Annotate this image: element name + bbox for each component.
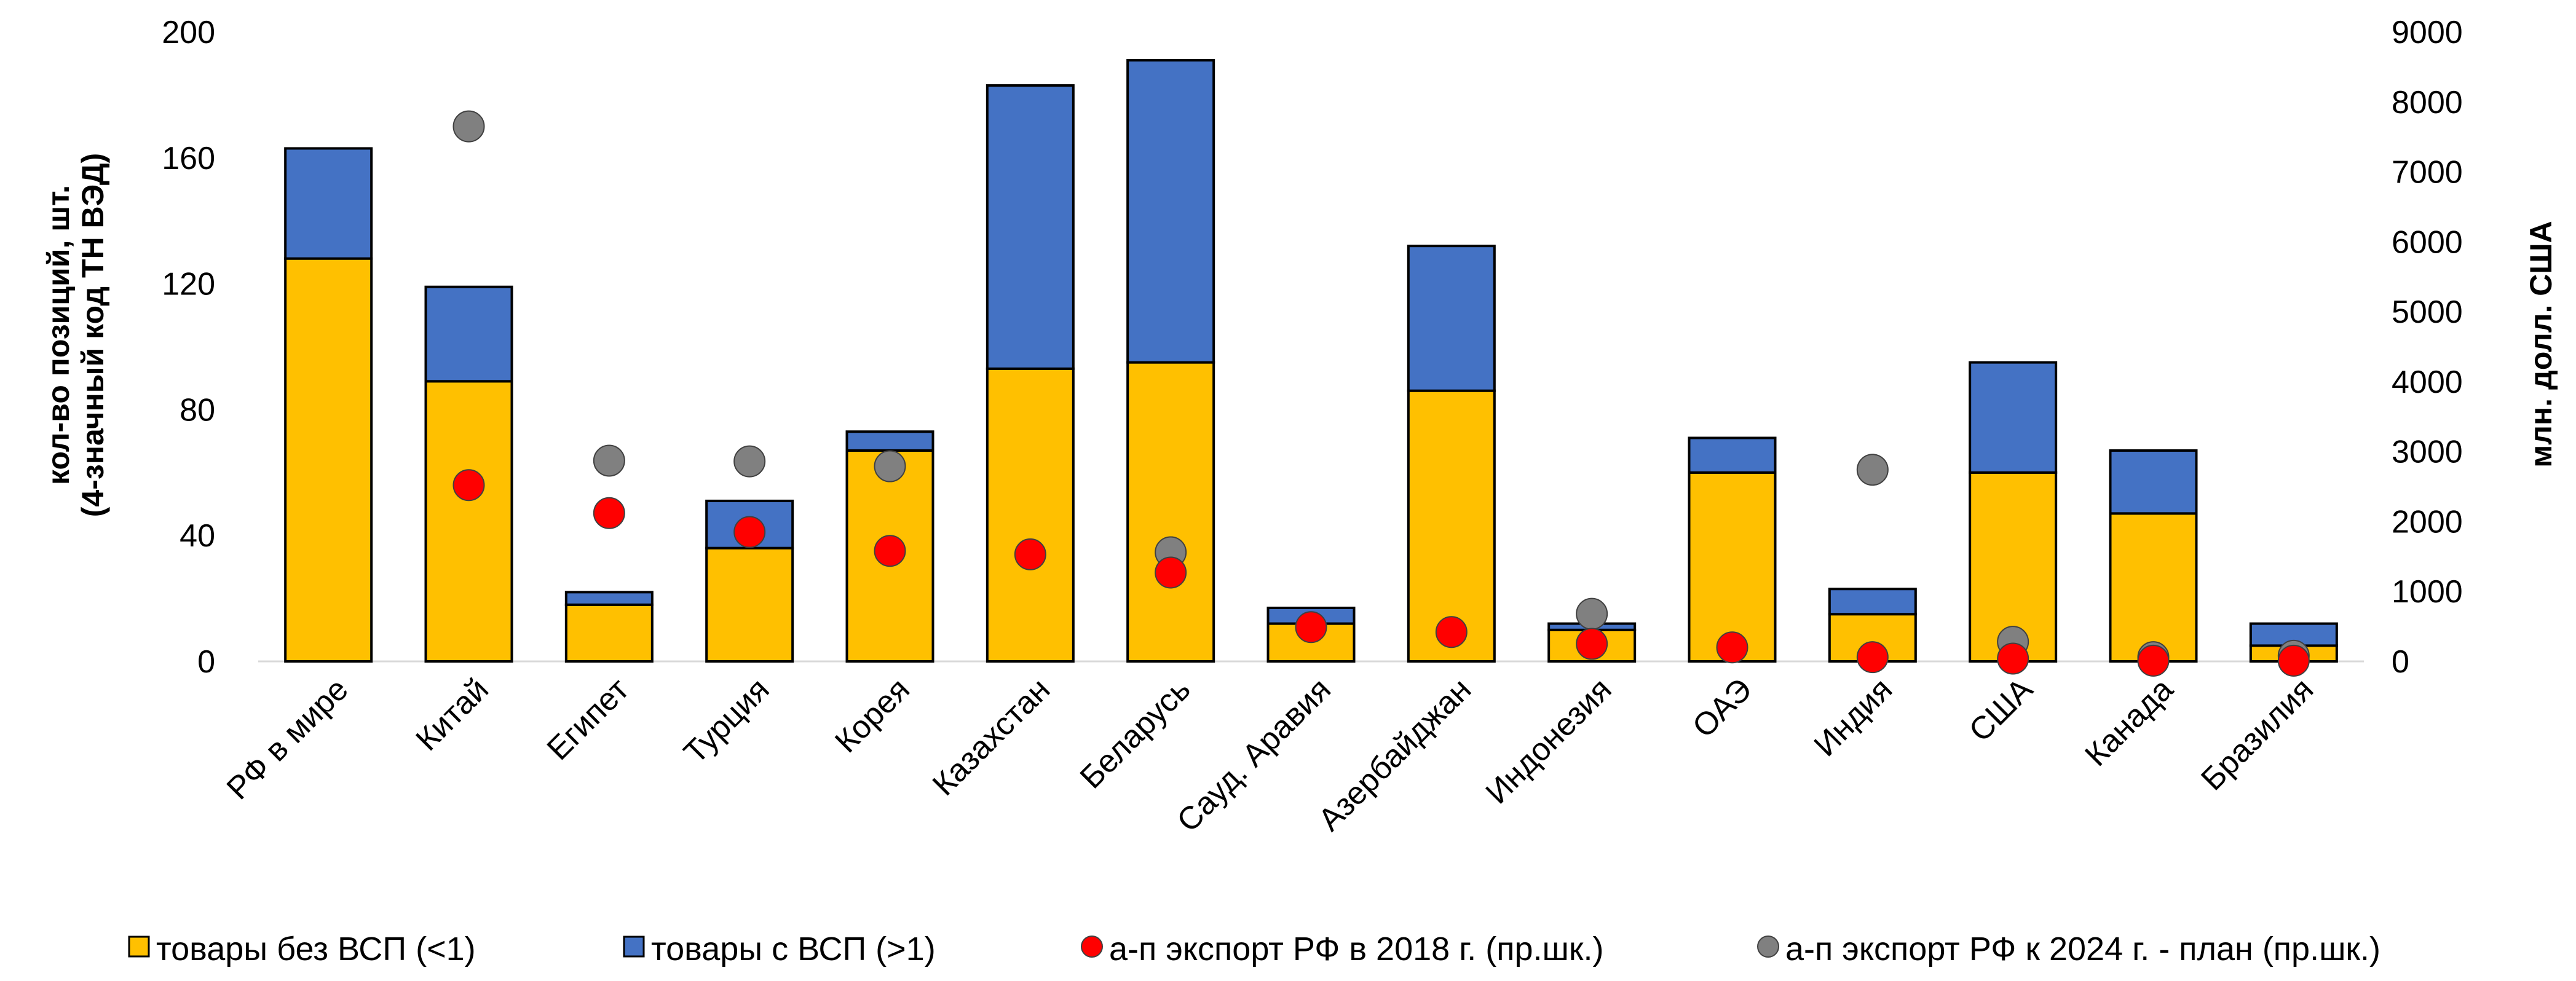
- y-right-tick-label: 1000: [2392, 574, 2463, 610]
- point-export-2018: [1997, 642, 2029, 675]
- bar-with-vsp: [1969, 361, 2058, 474]
- bars: [284, 59, 2338, 663]
- bar-with-vsp: [1828, 588, 1917, 616]
- points: [452, 110, 2310, 677]
- bar-no-vsp: [564, 603, 654, 663]
- y-right-tick-label: 4000: [2392, 364, 2463, 400]
- point-export-2018: [1295, 611, 1327, 644]
- y-right-tick-label: 0: [2392, 644, 2409, 680]
- y-axis-right-label: млн. долл. США: [2524, 221, 2558, 468]
- point-export-2018: [733, 516, 766, 548]
- category-label: Беларусь: [1073, 671, 1198, 795]
- legend-item-export-2024-plan: а-п экспорт РФ к 2024 г. - план (пр.шк.): [1757, 931, 2380, 967]
- point-export-2018: [2277, 644, 2310, 677]
- bar-no-vsp: [1688, 471, 1777, 663]
- legend-label: товары без ВСП (<1): [156, 931, 476, 967]
- y-left-tick-label: 40: [180, 518, 215, 554]
- y-axis-left-label-line1: кол-во позиций, шт.: [41, 185, 76, 485]
- point-export-2024-plan: [593, 444, 625, 477]
- y-left-tick-label: 160: [162, 141, 215, 176]
- category-label: Индонезия: [1479, 671, 1619, 811]
- bar-no-vsp: [705, 546, 794, 663]
- point-export-2018: [593, 497, 625, 529]
- legend-item-with-vsp: товары с ВСП (>1): [623, 931, 936, 967]
- legend: товары без ВСП (<1) товары с ВСП (>1) а-п …: [128, 931, 2380, 967]
- category-label: Китай: [409, 671, 496, 757]
- point-export-2018: [452, 469, 485, 502]
- bar-no-vsp: [424, 380, 513, 663]
- bar-with-vsp: [1688, 436, 1777, 474]
- y-right-tick-label: 8000: [2392, 85, 2463, 120]
- point-export-2024-plan: [452, 110, 485, 143]
- category-label: Индия: [1808, 671, 1900, 763]
- bar-with-vsp: [986, 84, 1075, 370]
- point-export-2018: [1856, 641, 1889, 674]
- bar-with-vsp: [1126, 59, 1215, 364]
- bar-no-vsp: [1126, 361, 1215, 663]
- legend-swatch: [623, 936, 645, 958]
- category-label: РФ в мире: [220, 671, 355, 806]
- bar-with-vsp: [424, 285, 513, 383]
- legend-label: а-п экспорт РФ в 2018 г. (пр.шк.): [1109, 931, 1604, 967]
- category-label: Канада: [2078, 671, 2180, 773]
- point-export-2018: [1155, 556, 1187, 589]
- y-right-tick-label: 2000: [2392, 504, 2463, 540]
- legend-marker: [1081, 936, 1103, 958]
- point-export-2024-plan: [1576, 597, 1608, 630]
- left-axis-ticks: 0 40 80 120 160 200: [162, 15, 215, 680]
- y-left-tick-label: 80: [180, 392, 215, 428]
- bar-no-vsp: [986, 367, 1075, 663]
- legend-label: а-п экспорт РФ к 2024 г. - план (пр.шк.): [1785, 931, 2380, 967]
- point-export-2024-plan: [1856, 454, 1889, 486]
- legend-marker: [1757, 936, 1779, 958]
- point-export-2024-plan: [733, 445, 766, 478]
- bar-with-vsp: [845, 430, 934, 452]
- y-axis-left-label-line2: (4-значный код ТН ВЭД): [76, 153, 110, 517]
- point-export-2018: [1576, 628, 1608, 660]
- legend-swatch: [128, 936, 150, 958]
- point-export-2018: [1014, 538, 1046, 570]
- category-label: ОАЭ: [1686, 671, 1759, 744]
- point-export-2018: [1435, 616, 1468, 648]
- category-label: Казахстан: [926, 671, 1057, 802]
- bar-no-vsp: [284, 257, 373, 663]
- bar-with-vsp: [2109, 449, 2198, 515]
- point-export-2018: [874, 535, 906, 567]
- bar-no-vsp: [2109, 512, 2198, 663]
- point-export-2018: [2137, 644, 2170, 677]
- category-label: Корея: [828, 671, 917, 760]
- y-left-tick-label: 0: [197, 644, 215, 680]
- y-right-tick-label: 6000: [2392, 224, 2463, 260]
- category-label: Бразилия: [2194, 671, 2320, 797]
- y-left-tick-label: 120: [162, 267, 215, 302]
- point-export-2018: [1716, 631, 1748, 664]
- category-label: Турция: [677, 671, 776, 770]
- legend-label: товары с ВСП (>1): [651, 931, 936, 967]
- y-right-tick-label: 7000: [2392, 155, 2463, 191]
- y-right-tick-label: 5000: [2392, 294, 2463, 330]
- bar-with-vsp: [564, 591, 654, 606]
- bar-with-vsp: [1407, 245, 1496, 392]
- category-label: США: [1962, 671, 2040, 749]
- category-label: Египет: [540, 671, 636, 766]
- y-right-tick-label: 3000: [2392, 435, 2463, 470]
- right-axis-ticks: 0 1000 2000 3000 4000 5000 6000 7000 8000 9000: [2392, 15, 2463, 680]
- bar-with-vsp: [284, 147, 373, 260]
- legend-item-export-2018: а-п экспорт РФ в 2018 г. (пр.шк.): [1081, 931, 1604, 967]
- y-left-tick-label: 200: [162, 15, 215, 50]
- point-export-2024-plan: [874, 450, 906, 483]
- y-right-tick-label: 9000: [2392, 15, 2463, 50]
- category-labels: РФ в мире Китай Египет Турция Корея Казахстан…: [220, 671, 2320, 839]
- legend-item-no-vsp: товары без ВСП (<1): [128, 931, 476, 967]
